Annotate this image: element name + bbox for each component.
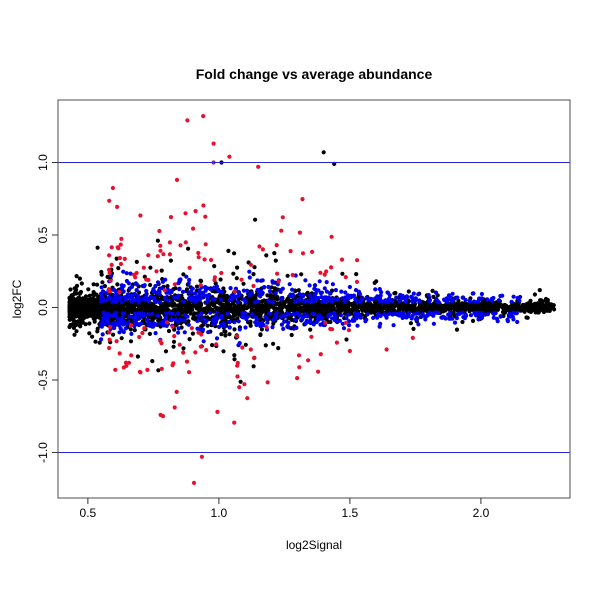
y-axis-ticks: -1.0 -0.5 0.0 0.5 1.0	[36, 154, 58, 463]
svg-text:-0.5: -0.5	[36, 369, 50, 390]
svg-text:1.5: 1.5	[342, 506, 359, 520]
svg-text:1.0: 1.0	[36, 154, 50, 171]
chart-title: Fold change vs average abundance	[195, 66, 433, 82]
threshold-lines	[58, 161, 570, 453]
svg-text:0.0: 0.0	[36, 299, 50, 316]
y-axis-label: log2FC	[10, 279, 24, 319]
scatter-points	[67, 114, 557, 485]
svg-text:0.5: 0.5	[36, 226, 50, 243]
svg-text:-1.0: -1.0	[36, 442, 50, 463]
plot-border	[57, 99, 571, 499]
x-axis-ticks: 0.5 1.0 1.5 2.0	[80, 498, 490, 520]
cluster-blue-band	[98, 269, 523, 348]
svg-text:2.0: 2.0	[473, 506, 490, 520]
x-axis-label: log2Signal	[285, 538, 343, 552]
cluster-red-significant	[106, 185, 360, 425]
svg-text:1.0: 1.0	[211, 506, 228, 520]
svg-text:0.5: 0.5	[80, 506, 97, 520]
